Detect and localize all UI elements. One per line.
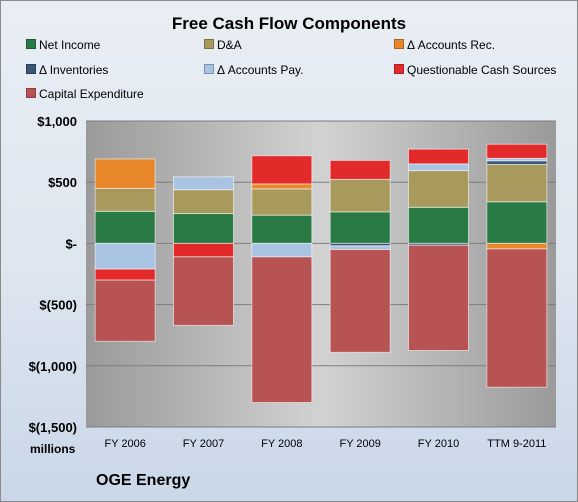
plot-area — [86, 121, 556, 427]
bar-segment — [94, 279, 156, 342]
bar-segment — [408, 244, 469, 351]
bar-segment — [408, 163, 469, 172]
legend-label: Net Income — [39, 38, 101, 52]
x-tick-label: TTM 9-2011 — [487, 438, 546, 450]
x-tick-label: FY 2009 — [339, 438, 380, 450]
bar-segment — [251, 188, 313, 216]
bar-segment — [94, 158, 156, 189]
bar-segment — [251, 242, 313, 258]
bar-segment — [173, 176, 234, 191]
legend-item-net-income: Net Income — [26, 38, 100, 52]
bar-segment — [173, 189, 234, 215]
y-tick-label: $1,000 — [37, 114, 77, 129]
legend-label: D&A — [217, 38, 242, 52]
legend-item-da: D&A — [204, 38, 242, 52]
x-tick-label: FY 2006 — [104, 438, 145, 450]
legend-swatch — [204, 64, 214, 74]
bar-segment — [486, 242, 548, 250]
x-tick-label: FY 2008 — [261, 438, 302, 450]
bar-segment — [408, 206, 469, 244]
x-tick-label: FY 2007 — [183, 438, 224, 450]
bar-segment — [251, 155, 313, 185]
bar-segment — [486, 201, 548, 244]
bar-segment — [329, 178, 391, 213]
bar-segment — [251, 183, 313, 190]
x-axis-ticks: FY 2006 FY 2007 FY 2008 FY 2009 FY 2010 TTM 9… — [104, 438, 546, 450]
bar-segment — [94, 242, 156, 270]
legend-item-capex: Capital Expenditure — [26, 87, 144, 101]
chart-title: Free Cash Flow Components — [171, 14, 407, 33]
legend-item-inventories: Δ Inventories — [26, 63, 108, 77]
bar-segment — [329, 249, 391, 353]
y-tick-label: $(1,000) — [29, 359, 77, 374]
legend-label: Δ Inventories — [39, 63, 109, 77]
bar-segment — [329, 245, 391, 251]
bar-segment — [329, 159, 391, 180]
y-tick-label: $(500) — [39, 298, 77, 313]
bar-segment — [173, 256, 234, 326]
y-axis-unit-label: millions — [30, 442, 76, 456]
legend-swatch — [204, 39, 214, 49]
legend-swatch — [394, 39, 404, 49]
y-axis-ticks: $1,000 $500 $- $(500) $(1,000) $(1,500) — [29, 114, 77, 435]
bar-segment — [408, 148, 469, 165]
legend-label: Δ Accounts Rec. — [407, 38, 496, 52]
bar-segment — [173, 213, 234, 244]
legend-swatch — [394, 64, 404, 74]
bar-segment — [251, 214, 313, 244]
bar-segment — [329, 211, 391, 244]
y-tick-label: $500 — [48, 175, 77, 190]
bar-segment — [173, 242, 234, 258]
bar-segment — [486, 143, 548, 159]
legend-item-accounts-rec: Δ Accounts Rec. — [394, 38, 495, 52]
bar-segment — [251, 256, 313, 404]
bar-segment — [486, 160, 548, 165]
bar-segment — [486, 248, 548, 388]
y-tick-label: $- — [65, 236, 77, 251]
bar-segment — [94, 268, 156, 281]
gridlines — [86, 120, 556, 428]
legend-item-accounts-pay: Δ Accounts Pay. — [204, 63, 304, 77]
legend-swatch — [26, 88, 36, 98]
bar-segment — [94, 187, 156, 212]
bar-segment — [486, 163, 548, 203]
legend-swatch — [26, 64, 36, 74]
legend-label: Capital Expenditure — [39, 87, 144, 101]
legend-swatch — [26, 39, 36, 49]
legend-item-questionable-cash: Questionable Cash Sources — [394, 63, 556, 77]
company-name: OGE Energy — [96, 472, 191, 489]
legend-label: Questionable Cash Sources — [407, 63, 557, 77]
bar-segment — [408, 170, 469, 208]
bar-segment — [94, 210, 156, 244]
legend-label: Δ Accounts Pay. — [217, 63, 304, 77]
y-tick-label: $(1,500) — [29, 420, 77, 435]
bars — [94, 143, 548, 404]
x-tick-label: FY 2010 — [418, 438, 459, 450]
